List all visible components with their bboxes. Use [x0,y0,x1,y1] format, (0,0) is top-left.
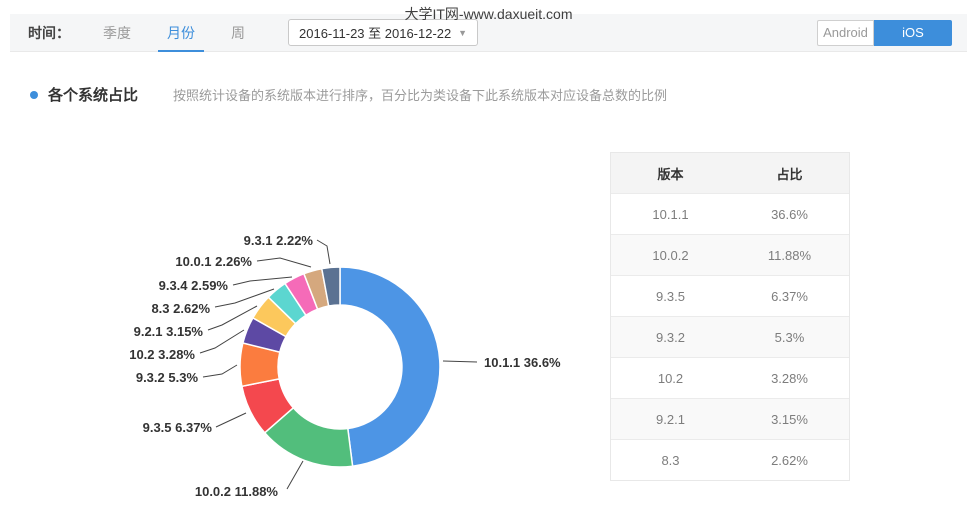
tab-month[interactable]: 月份 [158,14,204,52]
share-cell: 3.15% [771,411,808,427]
donut-slice-9.3.1[interactable] [320,266,341,307]
time-filter-label: 时间： [28,24,70,41]
share-cell: 3.28% [771,370,808,386]
bullet-icon [30,90,38,99]
chevron-down-icon: ▼ [458,27,467,38]
donut-slice-10.1.1[interactable] [339,266,441,468]
version-cell: 9.2.1 [656,411,685,427]
version-cell: 9.3.5 [656,288,685,304]
label-connector [286,460,304,490]
table-row: 9.2.1 3.15% [611,398,849,439]
table-row: 10.2 3.28% [611,357,849,398]
label-connector [199,329,245,354]
platform-toggle: Android iOS [817,19,952,46]
date-range-picker[interactable]: 2016-11-23 至 2016-12-22 ▼ [288,19,478,46]
table-row: 8.3 2.62% [611,439,849,480]
slice-label-9.3.5: 9.3.5 6.37% [143,420,213,435]
slice-label-10.0.2: 10.0.2 11.88% [195,484,279,499]
share-cell: 2.62% [771,452,808,468]
slice-label-8.3: 8.3 2.62% [151,301,210,316]
share-cell: 11.88% [767,247,812,263]
ios-button[interactable]: iOS [874,19,952,46]
slice-label-10.2: 10.2 3.28% [129,347,195,362]
version-cell: 10.2 [657,370,684,386]
slice-label-9.3.2: 9.3.2 5.3% [136,370,199,385]
slice-label-9.3.1: 9.3.1 2.22% [244,233,314,248]
label-connector [215,412,247,428]
label-connector [207,305,258,331]
label-connector [214,288,275,308]
column-header-version: 版本 [657,166,684,182]
tab-quarter[interactable]: 季度 [103,24,131,41]
version-cell: 10.1.1 [652,206,689,222]
slice-label-10.0.1: 10.0.1 2.26% [175,254,252,269]
date-range-value: 2016-11-23 至 2016-12-22 [299,26,452,41]
section-header: 各个系统占比 按照统计设备的系统版本进行排序，百分比为类设备下此系统版本对应设备… [30,84,667,105]
share-cell: 36.6% [771,206,808,222]
version-cell: 8.3 [661,452,680,468]
section-description: 按照统计设备的系统版本进行排序，百分比为类设备下此系统版本对应设备总数的比例 [173,88,668,103]
column-header-share: 占比 [776,166,803,182]
version-cell: 10.0.2 [652,247,689,263]
android-button[interactable]: Android [817,19,874,46]
slice-label-9.2.1: 9.2.1 3.15% [134,324,204,339]
slice-label-10.1.1: 10.1.1 36.6% [484,355,561,370]
tab-week[interactable]: 周 [231,24,245,41]
label-connector [316,239,331,265]
toolbar: 时间： 季度 月份 周 2016-11-23 至 2016-12-22 ▼ An… [10,14,967,52]
table-row: 9.3.2 5.3% [611,316,849,357]
section-title: 各个系统占比 [48,87,139,104]
version-share-table: 版本 占比 10.1.1 36.6% 10.0.2 11.88% 9.3.5 6… [610,152,850,481]
label-connector [232,276,293,286]
share-cell: 5.3% [774,329,805,345]
table-row: 10.1.1 36.6% [611,193,849,234]
slice-label-9.3.4: 9.3.4 2.59% [159,278,229,293]
table-row: 9.3.5 6.37% [611,275,849,316]
label-connector [256,257,312,268]
label-connector [202,364,238,378]
share-cell: 6.37% [771,288,808,304]
label-connector [442,360,478,363]
table-row: 10.0.2 11.88% [611,234,849,275]
table-header-row: 版本 占比 [611,153,849,193]
version-cell: 9.3.2 [656,329,685,345]
